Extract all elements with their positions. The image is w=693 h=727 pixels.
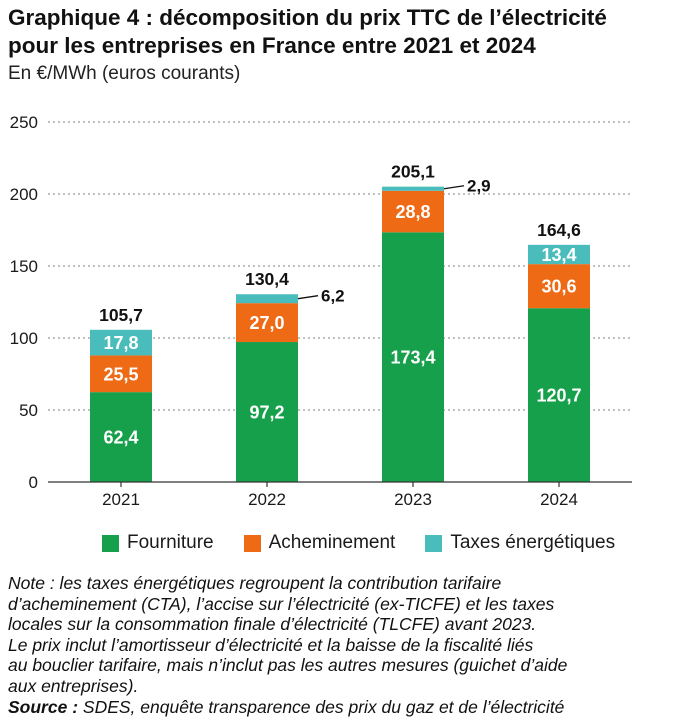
bar-segment-fourniture bbox=[528, 308, 590, 482]
legend-label-fourniture: Fourniture bbox=[127, 532, 214, 553]
x-tick-label: 2024 bbox=[540, 490, 578, 509]
source-label: Source : bbox=[8, 696, 79, 717]
data-label-leader bbox=[443, 185, 465, 190]
bar-segment-taxes-nerg-tiques bbox=[236, 294, 298, 304]
y-tick-label: 150 bbox=[10, 257, 38, 276]
bar-total-label: 205,1 bbox=[391, 162, 435, 182]
title-line-1: Graphique 4 : décomposition du prix TTC … bbox=[8, 5, 607, 30]
data-label: 97,2 bbox=[249, 403, 284, 423]
x-axis: 2021 2022 2023 2024 bbox=[48, 481, 632, 509]
data-label: 27,0 bbox=[249, 313, 284, 333]
title-line-2: pour les entreprises en France entre 202… bbox=[8, 33, 536, 58]
bar-segment-acheminement bbox=[528, 264, 590, 309]
bar-segment-taxes-nerg-tiques bbox=[382, 186, 444, 191]
x-tick-label: 2021 bbox=[102, 490, 140, 509]
legend-swatch-taxes bbox=[425, 534, 443, 552]
data-label: 13,4 bbox=[541, 245, 576, 265]
bar-segment-fourniture bbox=[236, 342, 298, 482]
bar-total-label: 130,4 bbox=[245, 269, 289, 289]
legend-swatch-acheminement bbox=[243, 534, 261, 552]
legend-label-taxes: Taxes énergétiques bbox=[450, 532, 616, 553]
chart-subtitle: En €/MWh (euros courants) bbox=[8, 63, 241, 84]
bar-segment-acheminement bbox=[236, 303, 298, 343]
source-text: SDES, enquête transparence des prix du g… bbox=[78, 696, 565, 717]
y-tick-label: 200 bbox=[10, 185, 38, 204]
legend: Fourniture Acheminement Taxes énergétiqu… bbox=[102, 532, 645, 554]
y-axis: 0 50 100 150 200 250 bbox=[10, 113, 38, 492]
legend-item-acheminement: Acheminement bbox=[243, 532, 396, 554]
legend-swatch-fourniture bbox=[102, 534, 119, 552]
note-line: aux entreprises). bbox=[8, 675, 139, 696]
legend-item-fourniture: Fourniture bbox=[102, 532, 214, 554]
note-line: d’acheminement (CTA), l’accise sur l’éle… bbox=[8, 593, 555, 614]
chart-title: Graphique 4 : décomposition du prix TTC … bbox=[8, 4, 688, 60]
data-label: 28,8 bbox=[395, 202, 430, 222]
bar-total-label: 164,6 bbox=[537, 220, 581, 240]
note-line: locales sur la consommation finale d’éle… bbox=[8, 614, 537, 635]
y-tick-label: 50 bbox=[19, 401, 38, 420]
bar-segment-fourniture bbox=[382, 232, 444, 482]
data-label: 62,4 bbox=[103, 428, 138, 448]
chart-notes: Note : les taxes énergétiques regroupent… bbox=[8, 573, 688, 717]
data-label: 120,7 bbox=[536, 386, 581, 406]
note-line: Le prix inclut l’amortisseur d’électrici… bbox=[8, 634, 534, 655]
data-label: 25,5 bbox=[103, 364, 138, 384]
x-tick-label: 2022 bbox=[248, 490, 286, 509]
note-line: Note : les taxes énergétiques regroupent… bbox=[8, 573, 502, 593]
y-tick-label: 100 bbox=[10, 329, 38, 348]
bar-segment-taxes-nerg-tiques bbox=[528, 244, 590, 265]
bar-segment-acheminement bbox=[382, 190, 444, 233]
y-tick-label: 0 bbox=[29, 473, 38, 492]
bar-segment-taxes-nerg-tiques bbox=[90, 329, 152, 356]
note-line: au bouclier tarifaire, mais n’inclut pas… bbox=[8, 655, 568, 676]
stacked-bar-chart: 0 50 100 150 200 250 62,4 25,5 17,8 105,7 97,2 27,… bbox=[10, 113, 632, 509]
data-label: 2,9 bbox=[467, 177, 491, 196]
data-label: 17,8 bbox=[103, 333, 138, 353]
bar-total-label: 105,7 bbox=[99, 305, 143, 325]
bars: 62,4 25,5 17,8 105,7 97,2 27,0 6,2 130,4 173,4 28… bbox=[90, 162, 590, 482]
data-label-leader bbox=[297, 295, 319, 300]
data-label: 30,6 bbox=[541, 277, 576, 297]
y-tick-label: 250 bbox=[10, 113, 38, 132]
data-label: 6,2 bbox=[321, 287, 345, 306]
bar-segment-acheminement bbox=[90, 355, 152, 393]
bar-segment-fourniture bbox=[90, 392, 152, 482]
legend-label-acheminement: Acheminement bbox=[268, 532, 396, 553]
legend-item-taxes: Taxes énergétiques bbox=[425, 532, 615, 554]
data-label: 173,4 bbox=[390, 348, 435, 368]
source-line: Source : SDES, enquête transparence des … bbox=[8, 697, 688, 718]
x-tick-label: 2023 bbox=[394, 490, 432, 509]
